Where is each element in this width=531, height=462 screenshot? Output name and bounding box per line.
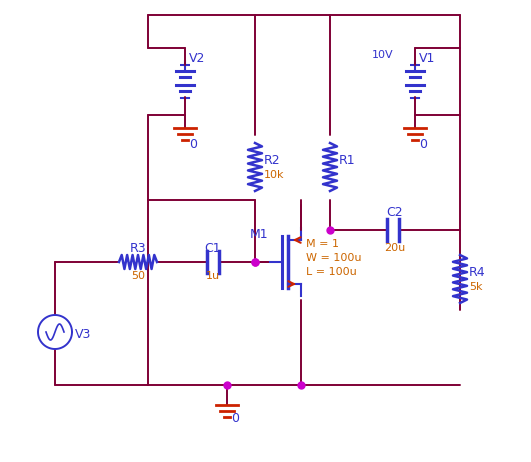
- Text: V3: V3: [75, 328, 91, 340]
- Text: M1: M1: [250, 227, 268, 241]
- Text: M = 1: M = 1: [306, 239, 339, 249]
- Text: C1: C1: [204, 242, 221, 255]
- Text: 10k: 10k: [264, 170, 285, 180]
- Text: V1: V1: [419, 51, 435, 65]
- Text: 10V: 10V: [371, 50, 393, 60]
- Text: R2: R2: [264, 154, 280, 168]
- Text: R4: R4: [469, 267, 486, 280]
- Text: 20u: 20u: [384, 243, 406, 253]
- Text: R1: R1: [339, 154, 356, 168]
- Text: 0: 0: [189, 139, 197, 152]
- Text: L = 100u: L = 100u: [306, 267, 357, 277]
- Text: 50: 50: [131, 271, 145, 281]
- Text: 5k: 5k: [469, 282, 483, 292]
- Text: 0: 0: [419, 139, 427, 152]
- Text: V2: V2: [189, 51, 205, 65]
- Text: 1u: 1u: [206, 271, 220, 281]
- Text: R3: R3: [130, 242, 147, 255]
- Text: W = 100u: W = 100u: [306, 253, 362, 263]
- Text: C2: C2: [387, 206, 404, 219]
- Text: 0: 0: [231, 412, 239, 425]
